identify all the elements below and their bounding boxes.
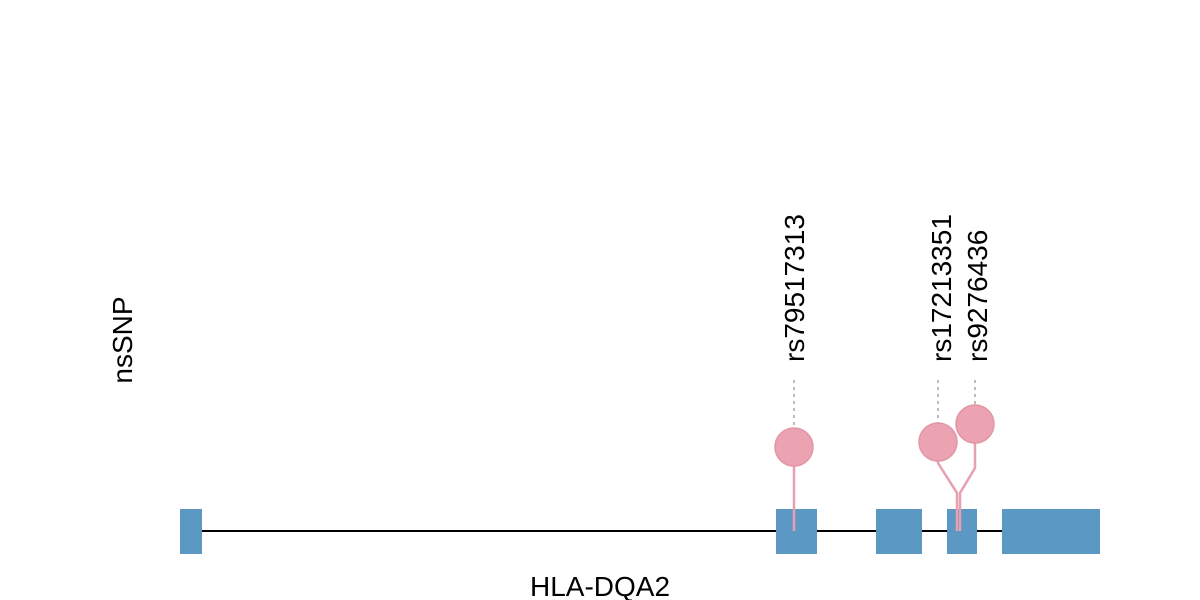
track-label: nsSNP [107,296,138,383]
snp-label: rs79517313 [779,214,810,362]
snp-label: rs9276436 [962,230,993,362]
lollipop-head [955,404,995,444]
exon [947,509,977,554]
gene-name: HLA-DQA2 [530,571,670,600]
exon [776,509,817,554]
exon [1002,509,1100,554]
lollipop-stem [936,461,959,531]
lollipop-head [774,427,814,467]
lollipop-head [918,422,958,462]
exon [876,509,922,554]
lollipop-stem [958,443,977,531]
snp-label: rs17213351 [926,214,957,362]
exon [180,509,202,554]
